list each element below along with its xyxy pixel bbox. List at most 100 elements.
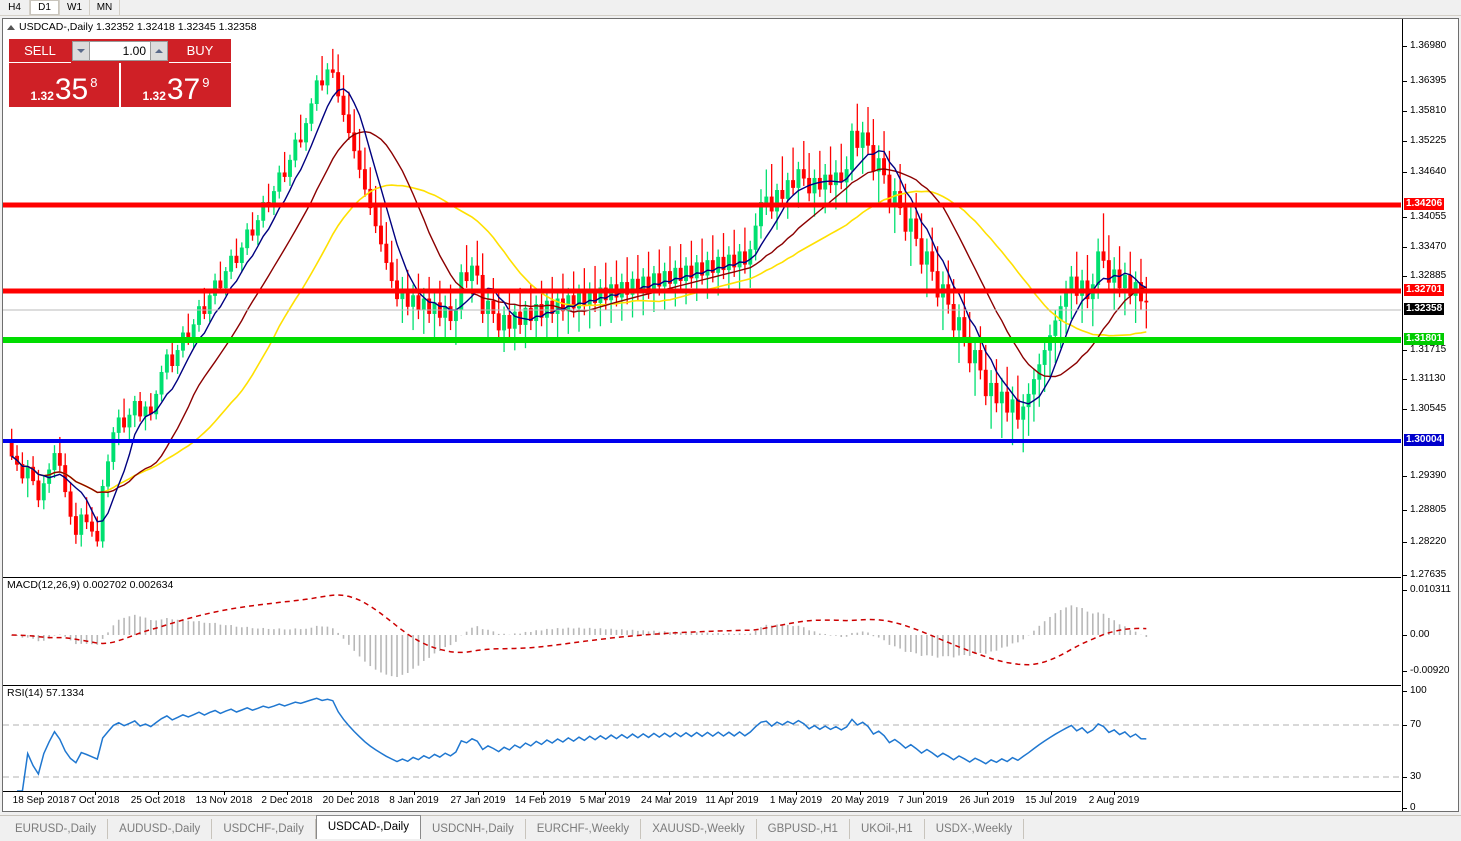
volume-decrease-button[interactable] (73, 42, 90, 60)
date-axis-tick-mark (478, 792, 479, 795)
chevron-up-icon (155, 49, 163, 53)
toolbar-empty-area (120, 0, 1461, 15)
date-axis-tick-mark (95, 792, 96, 795)
price-level-badge[interactable]: 1.34206 (1404, 198, 1445, 210)
timeframe-h4[interactable]: H4 (0, 0, 30, 15)
date-axis-tick-mark (605, 792, 606, 795)
symbol-tab[interactable]: GBPUSD-,H1 (757, 818, 850, 839)
price-chart-svg (3, 33, 1401, 577)
buy-price-display[interactable]: 1.32 37 9 (121, 63, 231, 107)
date-axis-tick: 14 Feb 2019 (514, 795, 572, 806)
date-axis-tick: 24 Mar 2019 (640, 795, 698, 806)
price-axis-tick: 1.31715 (1403, 344, 1446, 355)
price-pane[interactable] (3, 33, 1401, 577)
symbol-tab[interactable]: XAUUSD-,Weekly (641, 818, 757, 839)
price-axis-tick: 1.27635 (1403, 569, 1446, 580)
indicator-axis-tick: 30 (1403, 771, 1421, 782)
date-axis-tick: 13 Nov 2018 (195, 795, 253, 806)
volume-input[interactable]: 1.00 (90, 42, 150, 60)
rsi-chart-svg (3, 686, 1401, 791)
symbol-tab[interactable]: USDCNH-,Daily (421, 818, 526, 839)
indicator-axis-tick: 0.010311 (1403, 584, 1451, 595)
date-axis-tick: 7 Jun 2019 (898, 795, 948, 806)
volume-increase-button[interactable] (150, 42, 167, 60)
price-axis-tick: 1.32885 (1403, 270, 1446, 281)
chart-title-bar: USDCAD-,Daily 1.32352 1.32418 1.32345 1.… (7, 21, 257, 33)
chevron-down-icon (77, 49, 85, 53)
price-level-badge[interactable]: 1.31801 (1404, 333, 1445, 345)
rsi-pane[interactable]: RSI(14) 57.1334 (3, 686, 1401, 791)
collapse-triangle-icon[interactable] (7, 24, 15, 30)
buy-price-fraction: 9 (202, 75, 210, 90)
date-axis-tick-mark (224, 792, 225, 795)
buy-price-big: 37 (166, 73, 201, 106)
symbol-tab[interactable]: EURUSD-,Daily (4, 818, 109, 839)
buy-price-prefix: 1.32 (142, 89, 166, 103)
date-axis-tick: 11 Apr 2019 (705, 795, 759, 806)
timeframe-d1[interactable]: D1 (30, 0, 60, 15)
date-axis-tick-mark (543, 792, 544, 795)
date-axis-tick: 8 Jan 2019 (389, 795, 439, 806)
date-axis-tick: 18 Sep 2018 (12, 795, 70, 806)
date-axis-tick: 15 Jul 2019 (1025, 795, 1077, 806)
price-level-badge[interactable]: 1.32701 (1404, 284, 1445, 296)
price-axis-tick: 1.33470 (1403, 241, 1446, 252)
date-axis-tick-mark (1114, 792, 1115, 795)
trade-panel-top-row: SELL 1.00 BUY (9, 39, 231, 63)
indicator-axis-tick: 0.00 (1403, 629, 1429, 640)
one-click-trade-panel[interactable]: SELL 1.00 BUY 1.32 35 8 (9, 39, 231, 107)
date-axis-tick-mark (351, 792, 352, 795)
price-axis-tick: 1.34055 (1403, 211, 1446, 222)
price-axis[interactable]: 1.36980 1.36395 1.35810 1.35225 1.34640 1.340… (1402, 19, 1458, 813)
symbol-tab[interactable]: USDCHF-,Daily (212, 818, 316, 839)
date-axis-tick-mark (732, 792, 733, 795)
date-axis-tick-mark (987, 792, 988, 795)
symbol-tab[interactable]: USDX-,Weekly (925, 818, 1025, 839)
symbol-tab[interactable]: AUDUSD-,Daily (108, 818, 213, 839)
sell-button[interactable]: SELL (9, 39, 71, 63)
sell-price-big: 35 (54, 73, 89, 106)
sell-price-prefix: 1.32 (30, 89, 54, 103)
price-axis-tick: 1.31130 (1403, 373, 1445, 384)
trade-panel-prices: 1.32 35 8 1.32 37 9 (9, 63, 231, 107)
date-axis-tick: 20 May 2019 (831, 795, 889, 806)
buy-button[interactable]: BUY (169, 39, 231, 63)
price-level-badge[interactable]: 1.30004 (1404, 434, 1445, 446)
price-axis-tick: 1.35225 (1403, 135, 1446, 146)
date-axis-tick-mark (287, 792, 288, 795)
price-axis-tick: 1.28805 (1403, 504, 1446, 515)
timeframe-mn[interactable]: MN (90, 0, 120, 15)
date-axis-tick-mark (414, 792, 415, 795)
date-axis-tick: 25 Oct 2018 (130, 795, 186, 806)
date-axis-tick: 7 Oct 2018 (70, 795, 120, 806)
rsi-label: RSI(14) 57.1334 (7, 687, 85, 699)
symbol-tab[interactable]: EURCHF-,Weekly (526, 818, 642, 839)
date-axis-tick: 2 Aug 2019 (1088, 795, 1140, 806)
symbol-tab-bar: EURUSD-,Daily AUDUSD-,Daily USDCHF-,Daily U… (0, 815, 1461, 841)
date-axis-tick: 26 Jun 2019 (959, 795, 1015, 806)
indicator-axis-tick: -0.00920 (1403, 665, 1449, 676)
price-axis-tick: 1.35810 (1403, 105, 1446, 116)
symbol-tab-active[interactable]: USDCAD-,Daily (315, 815, 421, 839)
price-axis-tick: 1.30545 (1403, 403, 1446, 414)
macd-label: MACD(12,26,9) 0.002702 0.002634 (7, 579, 174, 591)
chart-window[interactable]: USDCAD-,Daily 1.32352 1.32418 1.32345 1.… (2, 18, 1459, 813)
macd-chart-svg (3, 578, 1401, 685)
price-level-badge[interactable]: 1.32358 (1404, 303, 1445, 315)
price-axis-tick: 1.36980 (1403, 40, 1446, 51)
timeframe-toolbar: H4 D1 W1 MN (0, 0, 1461, 16)
date-axis-tick: 2 Dec 2018 (261, 795, 313, 806)
indicator-axis-tick: 0 (1403, 802, 1416, 813)
date-axis-tick-mark (923, 792, 924, 795)
macd-pane[interactable]: MACD(12,26,9) 0.002702 0.002634 (3, 578, 1401, 685)
symbol-tab[interactable]: UKOil-,H1 (850, 818, 925, 839)
price-axis-tick: 1.29390 (1403, 470, 1446, 481)
timeframe-w1[interactable]: W1 (60, 0, 90, 15)
date-axis-tick: 27 Jan 2019 (450, 795, 506, 806)
date-axis: 18 Sep 2018 7 Oct 2018 25 Oct 2018 13 Nov 2… (3, 791, 1401, 811)
date-axis-tick: 20 Dec 2018 (322, 795, 380, 806)
date-axis-tick: 1 May 2019 (769, 795, 823, 806)
volume-stepper[interactable]: 1.00 (72, 41, 168, 61)
sell-price-display[interactable]: 1.32 35 8 (9, 63, 121, 107)
